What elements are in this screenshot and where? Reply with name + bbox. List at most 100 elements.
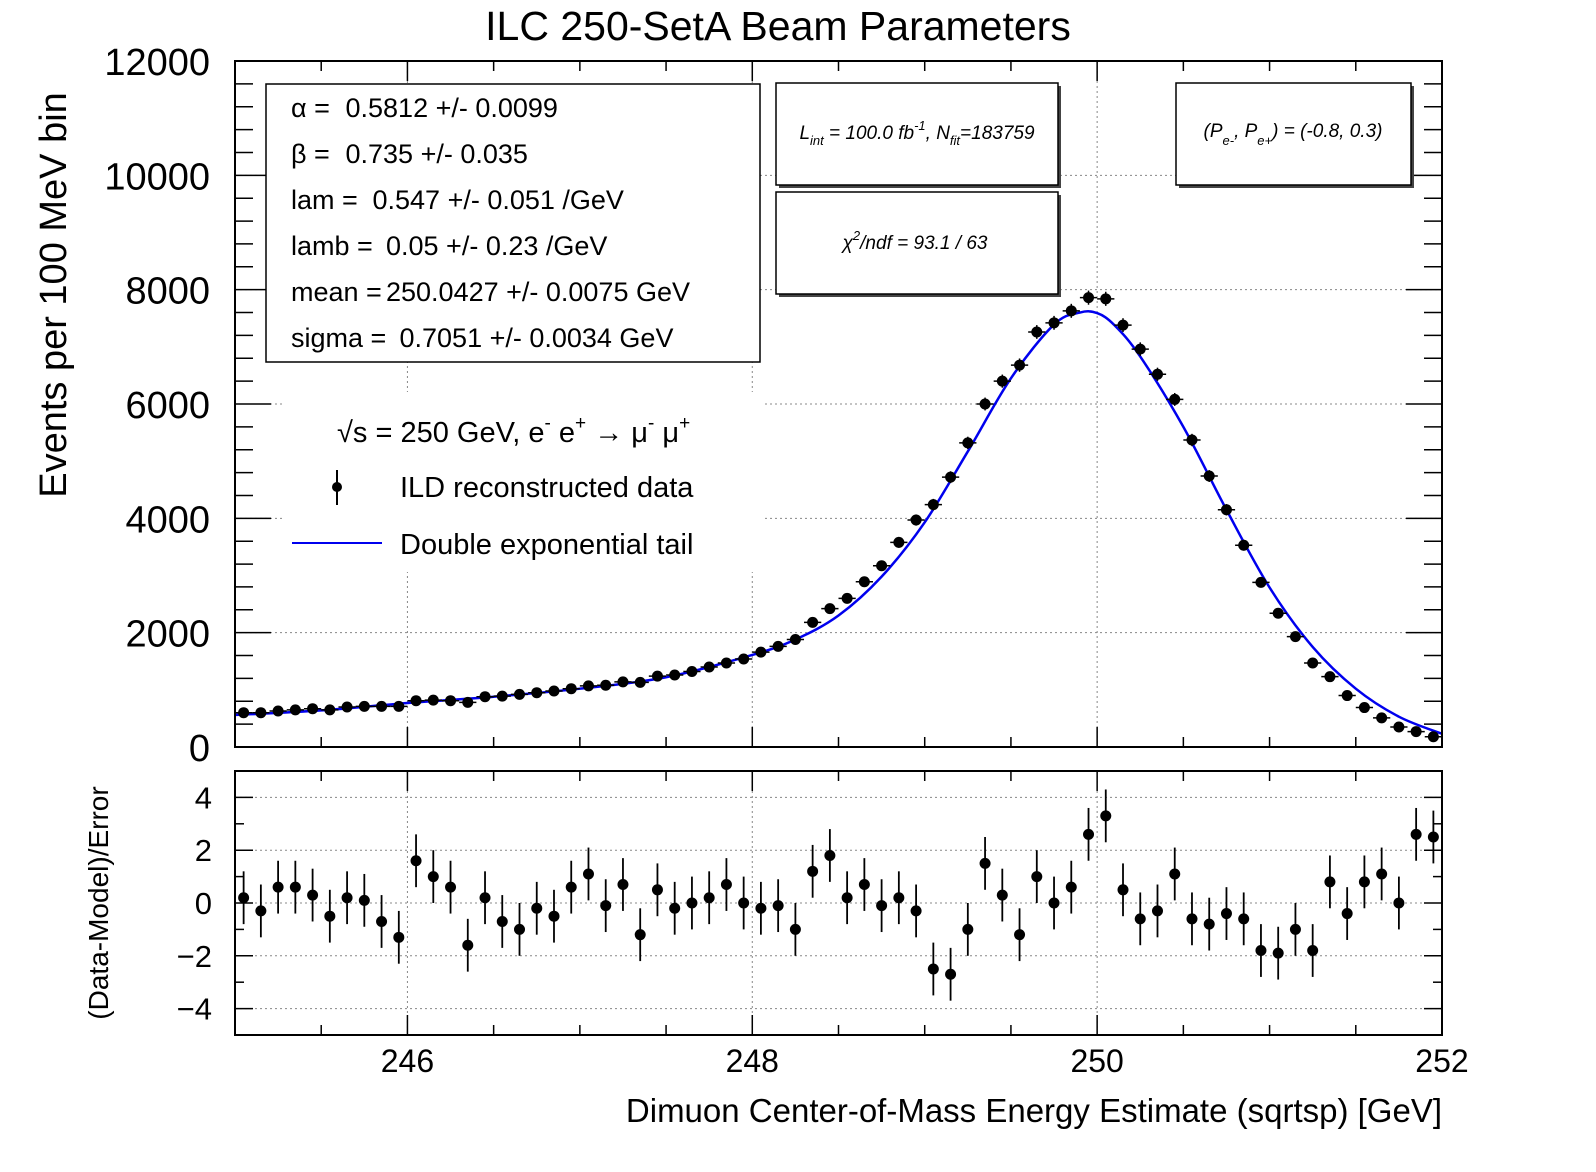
ratio-point <box>1272 926 1284 980</box>
ratio-y-tick-label: 0 <box>195 886 212 921</box>
data-point <box>1200 470 1218 482</box>
chi2-symbol: χ <box>841 233 854 254</box>
data-point-marker <box>617 676 629 688</box>
ratio-point-marker <box>324 910 336 922</box>
data-point-marker <box>1272 607 1284 619</box>
data-point-marker <box>496 690 508 702</box>
fit-params-list: α = 0.5812 +/- 0.0099 β = 0.735 +/- 0.035 la… <box>291 93 690 353</box>
data-point-marker <box>1358 702 1370 714</box>
data-point-marker <box>358 700 370 712</box>
ratio-point-marker <box>1117 884 1129 896</box>
chi2-exponent: 2 <box>852 228 861 243</box>
data-point <box>683 666 701 678</box>
ratio-point <box>358 873 370 927</box>
ratio-point-marker <box>1427 831 1439 843</box>
ratio-point-marker <box>272 881 284 893</box>
y-tick-label: 8000 <box>125 271 210 313</box>
data-point <box>269 705 287 717</box>
ratio-point-marker <box>669 902 681 914</box>
data-point <box>1424 731 1442 743</box>
y-tick-labels: 0 2000 4000 6000 8000 10000 12000 <box>104 42 210 770</box>
data-point-marker <box>755 646 767 658</box>
ratio-point <box>1151 884 1163 938</box>
ratio-point-marker <box>600 900 612 912</box>
ratio-point <box>514 903 526 956</box>
data-point <box>1269 607 1287 619</box>
ratio-point-marker <box>565 881 577 893</box>
data-point <box>821 603 839 615</box>
data-point <box>941 471 960 484</box>
fit-param-name: lam = <box>291 185 358 215</box>
ratio-point-marker <box>255 905 267 917</box>
ratio-point <box>600 879 612 933</box>
data-point-marker <box>738 653 750 665</box>
data-point-marker <box>479 691 491 703</box>
data-point-marker <box>669 669 681 681</box>
ratio-point-marker <box>703 892 715 904</box>
data-point-marker <box>979 398 991 410</box>
x-tick-label: 250 <box>1070 1043 1123 1079</box>
ratio-point <box>462 918 474 972</box>
ratio-point <box>824 829 836 882</box>
data-point <box>907 514 925 526</box>
data-point-marker <box>514 688 526 700</box>
data-point <box>717 657 736 669</box>
ratio-point <box>582 847 594 901</box>
data-point <box>959 436 977 450</box>
y-tick-label: 4000 <box>125 499 210 541</box>
data-point-marker <box>1255 576 1267 588</box>
data-point-marker <box>1048 317 1060 329</box>
data-point <box>390 700 408 712</box>
data-point <box>1338 690 1356 702</box>
data-point-marker <box>1376 712 1388 724</box>
data-point-marker <box>876 560 888 572</box>
ratio-point <box>1186 892 1198 946</box>
ratio-point-marker <box>1048 897 1060 909</box>
data-point-marker <box>651 670 663 682</box>
data-point-marker <box>1100 293 1112 305</box>
ratio-point <box>1220 887 1232 940</box>
data-point-marker <box>703 661 715 673</box>
data-point-marker <box>307 703 319 715</box>
y-tick-label: 0 <box>189 728 210 770</box>
ratio-point <box>1324 855 1336 909</box>
data-point <box>441 695 460 707</box>
ratio-grid <box>235 771 1442 1035</box>
ratio-point-marker <box>1307 945 1319 957</box>
data-point-marker <box>858 576 870 588</box>
data-point-marker <box>996 375 1008 387</box>
lumi-L: L <box>799 123 810 144</box>
data-point <box>631 676 649 688</box>
data-point <box>1131 342 1149 356</box>
fit-param-value: 0.7051 +/- 0.0034 GeV <box>400 323 674 353</box>
data-point <box>804 616 822 628</box>
pol-open: (P <box>1204 121 1223 142</box>
legend-data-marker <box>332 470 342 505</box>
ratio-point <box>841 871 853 925</box>
ratio-point-marker <box>1289 923 1301 935</box>
ratio-point <box>1410 807 1422 861</box>
svg-text:(Pe-, Pe+) = (-0.8, 0.3): (Pe-, Pe+) = (-0.8, 0.3) <box>1204 121 1383 148</box>
data-point <box>303 703 322 715</box>
ratio-point <box>255 884 267 938</box>
ratio-point <box>686 876 698 930</box>
data-points-layer <box>235 290 1442 743</box>
data-point <box>890 536 908 548</box>
ratio-point <box>410 834 422 888</box>
ratio-point <box>617 858 629 911</box>
data-point-marker <box>341 701 353 713</box>
y-tick-label: 6000 <box>125 385 210 427</box>
data-point <box>252 707 270 719</box>
data-point <box>1217 504 1236 516</box>
data-point-marker <box>445 695 457 707</box>
data-point <box>510 688 529 700</box>
data-point-marker <box>238 707 250 719</box>
data-point-marker <box>1324 671 1336 683</box>
data-point-marker <box>841 592 853 604</box>
lumi-exponent: -1 <box>914 118 926 133</box>
data-point <box>1148 367 1167 381</box>
y-tick-label: 2000 <box>125 614 210 656</box>
ratio-point-marker <box>755 902 767 914</box>
fit-param-name: sigma = <box>291 323 386 353</box>
data-point <box>1114 318 1132 333</box>
